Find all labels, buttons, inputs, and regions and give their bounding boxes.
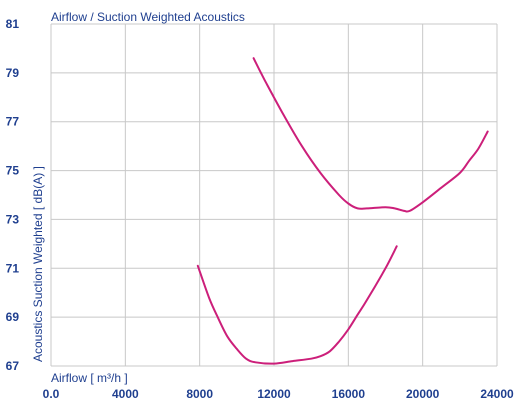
x-tick-label: 8000 bbox=[186, 387, 213, 401]
y-tick-label: 73 bbox=[6, 212, 20, 226]
x-tick-label: 12000 bbox=[257, 387, 291, 401]
y-tick-label: 79 bbox=[6, 66, 20, 80]
series-line-1 bbox=[252, 57, 489, 213]
y-tick-label: 75 bbox=[6, 164, 20, 178]
y-tick-label: 77 bbox=[6, 115, 20, 129]
grid bbox=[50, 23, 498, 367]
tick-labels: 0.0 4000 8000 12000 16000 20000 24000 67 69 71 73 7… bbox=[6, 17, 514, 401]
x-tick-label: 20000 bbox=[406, 387, 440, 401]
y-tick-label: 81 bbox=[6, 17, 20, 31]
y-tick-label: 71 bbox=[6, 261, 20, 275]
x-tick-label: 4000 bbox=[112, 387, 139, 401]
chart-title: Airflow / Suction Weighted Acoustics bbox=[51, 10, 245, 24]
x-axis-label: Airflow [ m³/h ] bbox=[51, 371, 128, 385]
series-layer bbox=[196, 57, 489, 365]
y-tick-label: 69 bbox=[6, 310, 20, 324]
x-tick-label: 24000 bbox=[480, 387, 514, 401]
y-tick-label: 67 bbox=[6, 359, 20, 373]
series-line-2 bbox=[196, 245, 398, 365]
y-axis-label: Acoustics Suction Weighted [ dB(A) ] bbox=[31, 166, 45, 362]
x-tick-label: 0.0 bbox=[43, 387, 60, 401]
x-tick-label: 16000 bbox=[332, 387, 366, 401]
